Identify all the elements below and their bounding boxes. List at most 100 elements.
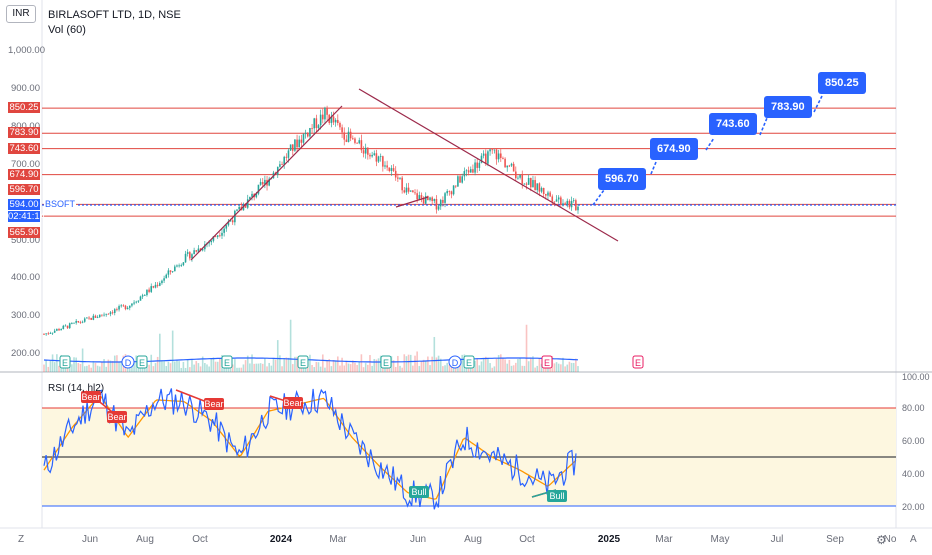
volume-bar: [90, 367, 92, 372]
candle-body: [467, 170, 470, 173]
volume-bar: [452, 365, 455, 372]
candle-body: [420, 195, 423, 199]
candle-body: [499, 153, 502, 158]
event-marker-label: E: [224, 358, 230, 368]
candle-body: [60, 329, 62, 331]
rsi-signal-label: Bear: [81, 392, 100, 402]
candle-body: [352, 138, 354, 140]
rsi-axis-tick: 80.00: [902, 403, 925, 413]
volume-bar: [506, 363, 509, 372]
volume-bar: [523, 365, 526, 372]
volume-bar: [131, 364, 133, 372]
target-callout-1[interactable]: 596.70: [598, 168, 646, 190]
volume-bar: [309, 354, 311, 372]
candle-body: [474, 162, 476, 173]
volume-bar: [264, 358, 266, 372]
gear-icon[interactable]: ⚙: [876, 533, 887, 547]
symbol-title[interactable]: BIRLASOFT LTD, 1D, NSE: [48, 9, 181, 21]
volume-bar: [296, 356, 298, 372]
downtrend-line[interactable]: [358, 88, 619, 242]
volume-bar: [536, 365, 539, 372]
short-trend-line: [395, 196, 429, 208]
auto-scale-button[interactable]: A: [910, 534, 917, 545]
candle-body: [478, 162, 481, 168]
event-marker-label: D: [452, 358, 459, 368]
volume-bar: [53, 362, 56, 372]
volume-bar: [98, 366, 101, 372]
target-callout-5[interactable]: 850.25: [818, 72, 866, 94]
candle-body: [527, 177, 530, 185]
volume-bar: [480, 361, 483, 372]
volume-bar: [246, 355, 249, 372]
volume-bar: [73, 357, 75, 372]
candle-body: [71, 323, 73, 324]
volume-bar: [422, 359, 425, 372]
candle-body: [96, 317, 99, 318]
target-callout-2[interactable]: 674.90: [650, 138, 698, 160]
candle-body: [482, 153, 485, 156]
candle-body: [437, 206, 440, 210]
event-marker-label: E: [466, 358, 472, 368]
volume-bar: [79, 363, 82, 372]
candle-body: [309, 127, 311, 137]
volume-bar: [253, 363, 255, 372]
rsi-indicator-label[interactable]: RSI (14, hl2): [48, 383, 105, 394]
level-label-850: 850.25: [8, 102, 40, 113]
volume-bar: [437, 355, 440, 372]
level-label-596: 596.70: [8, 184, 40, 195]
currency-selector[interactable]: INR: [6, 5, 36, 23]
candle-body: [356, 142, 358, 144]
target-callout-4[interactable]: 783.90: [764, 96, 812, 118]
candle-body: [90, 317, 92, 320]
volume-bar: [96, 365, 99, 372]
candle-body: [193, 250, 195, 255]
candle-body: [401, 177, 403, 191]
candle-body: [405, 187, 408, 193]
volume-bar: [285, 357, 288, 372]
time-axis-label: Jul: [771, 534, 784, 545]
earnings-marker: [632, 355, 644, 369]
volume-bar: [311, 364, 313, 372]
volume-bar: [560, 364, 562, 372]
candle-body: [339, 122, 341, 128]
volume-bar: [161, 360, 163, 372]
candle-body: [345, 139, 348, 142]
volume-bar: [255, 363, 258, 372]
volume-bar: [75, 357, 77, 372]
volume-bar: [570, 362, 573, 372]
candle-body: [311, 127, 313, 129]
candle-body: [414, 192, 416, 194]
volume-bar: [317, 362, 320, 372]
volume-bar: [448, 364, 451, 372]
candle-body: [128, 305, 131, 308]
candle-body: [495, 149, 498, 160]
volume-bar: [532, 356, 534, 372]
candle-body: [204, 244, 206, 250]
volume-indicator-label[interactable]: Vol (60): [48, 24, 86, 36]
candle-body: [154, 284, 157, 288]
earnings-marker: [221, 355, 233, 369]
uptrend-line[interactable]: [190, 105, 343, 261]
candle-body: [373, 153, 376, 155]
volume-bar: [566, 364, 569, 372]
volume-bar: [51, 354, 54, 372]
candle-body: [542, 187, 545, 194]
candle-body: [116, 309, 118, 311]
candle-body: [231, 220, 234, 223]
rsi-axis-tick: 60.00: [902, 436, 925, 446]
volume-bar: [332, 360, 335, 372]
volume-bar: [527, 361, 530, 372]
candle-body: [143, 295, 146, 296]
time-axis-label: Mar: [329, 534, 347, 545]
volume-bar: [418, 365, 421, 372]
corner-left-icon[interactable]: Z: [18, 534, 25, 545]
target-callout-3[interactable]: 743.60: [709, 113, 757, 135]
rsi-line: [43, 388, 577, 510]
candle-body: [330, 116, 333, 123]
volume-bar: [214, 361, 217, 372]
event-marker-label: E: [383, 358, 389, 368]
volume-bar: [186, 360, 189, 372]
volume-bar: [512, 365, 515, 372]
earnings-marker: [541, 355, 553, 369]
